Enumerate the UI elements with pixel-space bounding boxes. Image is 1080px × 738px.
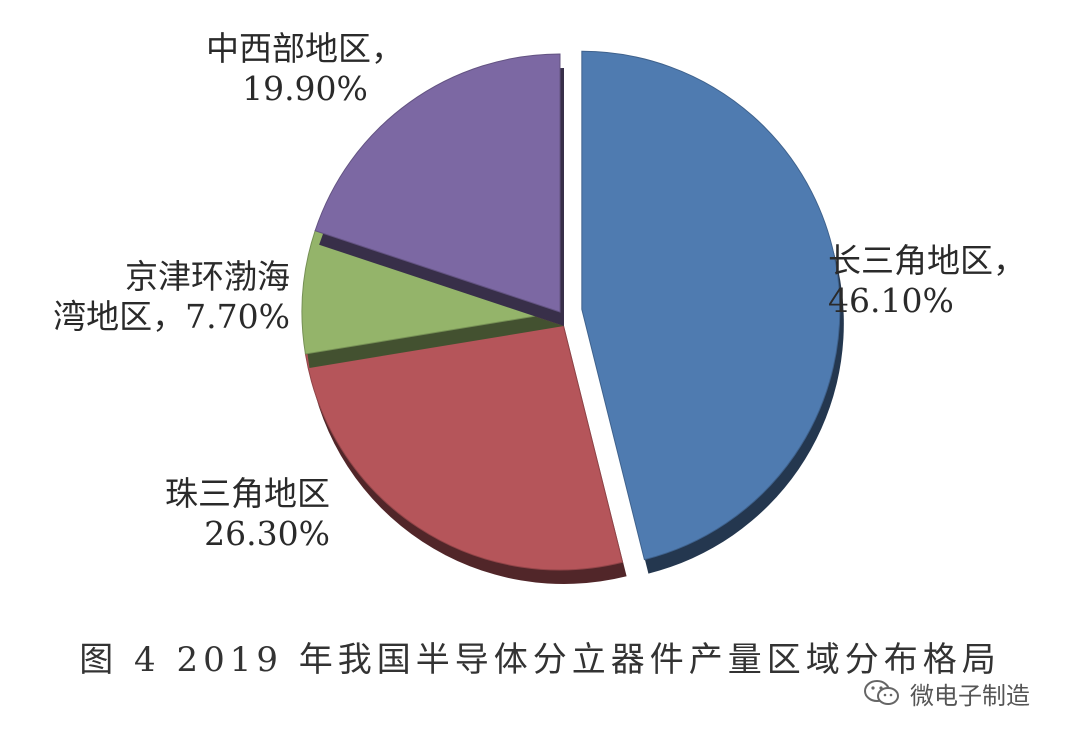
pie-slice-1 <box>304 311 624 571</box>
pie-slice-1-label: 珠三角地区 26.30% <box>165 474 330 553</box>
pie-slice-2-label-line2: 湾地区，7.70% <box>53 297 290 336</box>
chart-caption: 图 4 2019 年我国半导体分立器件产量区域分布格局 <box>79 640 1001 680</box>
pie-slice-2 <box>301 230 561 355</box>
wechat-icon <box>864 680 899 705</box>
pie-slice-1-label-line1: 珠三角地区 <box>165 474 330 513</box>
pie-slice-0 <box>581 50 841 561</box>
pie-slice-1-label-line2: 26.30% <box>204 514 330 553</box>
pie-slice-2-label-line1: 京津环渤海 <box>125 257 290 296</box>
watermark: 微电子制造 <box>862 676 1030 710</box>
pie-slice-0-label-line1: 长三角地区， <box>828 241 1026 280</box>
pie-slice-0-label-line2: 46.10% <box>828 281 954 320</box>
pie-slice-3-label: 中西部地区， 19.90% <box>206 29 404 108</box>
pie-slice-2-label: 京津环渤海湾地区，7.70% <box>53 257 290 336</box>
pie-slice-0-label: 长三角地区， 46.10% <box>828 241 1026 320</box>
pie-slice-3-label-line1: 中西部地区， <box>206 29 404 68</box>
pie-slice-3 <box>314 53 561 313</box>
pie-slice-3-label-line2: 19.90% <box>242 69 368 108</box>
watermark-text: 微电子制造 <box>910 681 1030 710</box>
pie-chart: 长三角地区， 46.10% 珠三角地区 26.30% 京津环渤海湾地区，7.70% 中西部… <box>53 29 1026 585</box>
